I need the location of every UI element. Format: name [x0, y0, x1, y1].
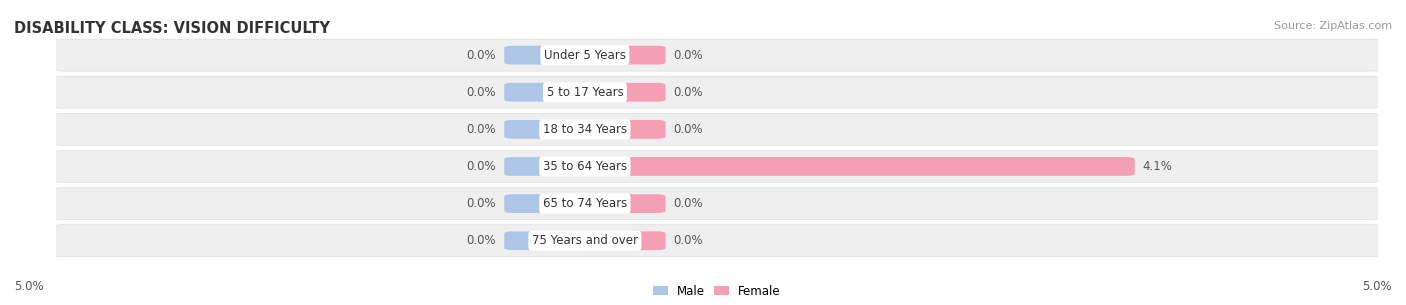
- Text: 0.0%: 0.0%: [673, 123, 703, 136]
- FancyBboxPatch shape: [505, 46, 593, 65]
- Legend: Male, Female: Male, Female: [648, 280, 786, 302]
- FancyBboxPatch shape: [505, 194, 593, 213]
- FancyBboxPatch shape: [52, 113, 1382, 145]
- FancyBboxPatch shape: [505, 231, 593, 250]
- Text: 75 Years and over: 75 Years and over: [531, 234, 638, 247]
- FancyBboxPatch shape: [52, 151, 1382, 182]
- Text: 65 to 74 Years: 65 to 74 Years: [543, 197, 627, 210]
- FancyBboxPatch shape: [576, 46, 665, 65]
- FancyBboxPatch shape: [576, 83, 665, 102]
- FancyBboxPatch shape: [52, 39, 1382, 71]
- FancyBboxPatch shape: [576, 194, 665, 213]
- Text: Under 5 Years: Under 5 Years: [544, 49, 626, 62]
- Text: 0.0%: 0.0%: [673, 197, 703, 210]
- FancyBboxPatch shape: [505, 83, 593, 102]
- Text: 35 to 64 Years: 35 to 64 Years: [543, 160, 627, 173]
- Text: 18 to 34 Years: 18 to 34 Years: [543, 123, 627, 136]
- FancyBboxPatch shape: [505, 157, 593, 176]
- Text: 0.0%: 0.0%: [467, 86, 496, 99]
- FancyBboxPatch shape: [576, 231, 665, 250]
- FancyBboxPatch shape: [576, 120, 665, 139]
- Text: 0.0%: 0.0%: [673, 86, 703, 99]
- FancyBboxPatch shape: [52, 188, 1382, 220]
- Text: 0.0%: 0.0%: [467, 160, 496, 173]
- Text: 0.0%: 0.0%: [467, 197, 496, 210]
- Text: Source: ZipAtlas.com: Source: ZipAtlas.com: [1274, 21, 1392, 31]
- FancyBboxPatch shape: [505, 120, 593, 139]
- Text: 0.0%: 0.0%: [467, 49, 496, 62]
- FancyBboxPatch shape: [52, 225, 1382, 257]
- Text: 5.0%: 5.0%: [14, 280, 44, 293]
- FancyBboxPatch shape: [576, 157, 1135, 176]
- Text: 0.0%: 0.0%: [673, 49, 703, 62]
- Text: 5 to 17 Years: 5 to 17 Years: [547, 86, 623, 99]
- Text: 0.0%: 0.0%: [673, 234, 703, 247]
- Text: 0.0%: 0.0%: [467, 123, 496, 136]
- Text: DISABILITY CLASS: VISION DIFFICULTY: DISABILITY CLASS: VISION DIFFICULTY: [14, 21, 330, 36]
- Text: 5.0%: 5.0%: [1362, 280, 1392, 293]
- Text: 4.1%: 4.1%: [1143, 160, 1173, 173]
- FancyBboxPatch shape: [52, 76, 1382, 108]
- Text: 0.0%: 0.0%: [467, 234, 496, 247]
